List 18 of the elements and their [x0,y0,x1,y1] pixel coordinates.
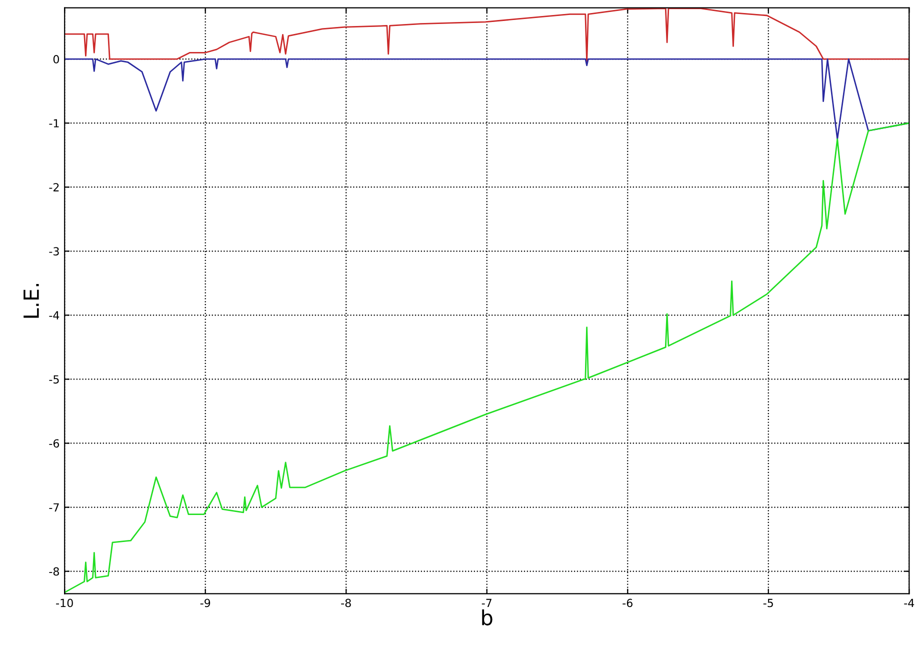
y-tick-label: -1 [49,119,59,128]
y-tick-label: -2 [49,183,59,192]
x-tick-label: -4 [904,598,914,608]
x-tick-label: -9 [200,598,210,608]
x-tick-label: -10 [56,598,73,608]
x-tick-label: -8 [341,598,351,608]
y-tick-label: -4 [49,311,60,320]
x-tick-label: -7 [482,598,492,608]
x-tick-label: -5 [763,598,773,608]
y-tick-label: -7 [49,503,59,512]
y-tick-label: -6 [49,439,60,448]
x-axis-title: b [482,609,492,626]
y-tick-label: -8 [49,567,59,576]
y-tick-label: -3 [49,247,59,256]
y-tick-label: 0 [53,55,60,64]
y-tick-label: -5 [49,375,59,384]
y-axis-title: L.E. [24,284,39,318]
x-tick-label: -6 [622,598,632,608]
